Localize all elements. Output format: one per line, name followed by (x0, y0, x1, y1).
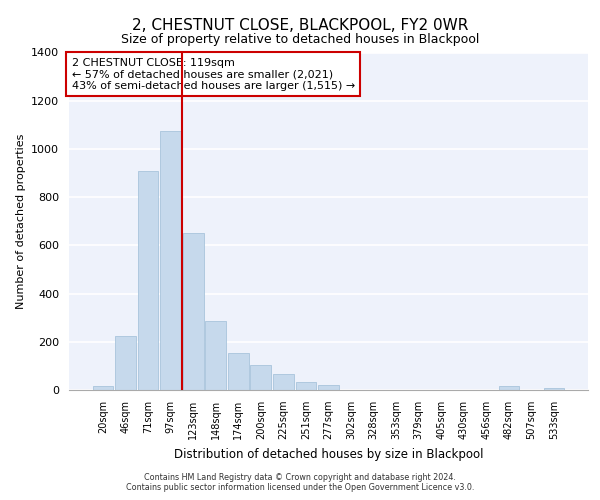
Bar (296, 382, 316, 390)
Bar (183, 234, 203, 390)
Bar (160, 131, 181, 390)
Y-axis label: Number of detached properties: Number of detached properties (16, 134, 26, 309)
Bar (205, 322, 226, 390)
Bar (318, 385, 339, 390)
Bar (273, 374, 294, 390)
Text: Size of property relative to detached houses in Blackpool: Size of property relative to detached ho… (121, 32, 479, 46)
Bar (137, 170, 158, 390)
Bar (544, 388, 565, 390)
Text: Contains HM Land Registry data © Crown copyright and database right 2024.
Contai: Contains HM Land Registry data © Crown c… (126, 473, 474, 492)
Text: 2, CHESTNUT CLOSE, BLACKPOOL, FY2 0WR: 2, CHESTNUT CLOSE, BLACKPOOL, FY2 0WR (132, 18, 468, 32)
Bar (499, 386, 520, 390)
X-axis label: Distribution of detached houses by size in Blackpool: Distribution of detached houses by size … (174, 448, 483, 460)
Bar (228, 352, 248, 390)
Bar (115, 336, 136, 390)
Bar (92, 386, 113, 390)
Bar (250, 364, 271, 390)
Text: 2 CHESTNUT CLOSE: 119sqm
← 57% of detached houses are smaller (2,021)
43% of sem: 2 CHESTNUT CLOSE: 119sqm ← 57% of detach… (71, 58, 355, 91)
